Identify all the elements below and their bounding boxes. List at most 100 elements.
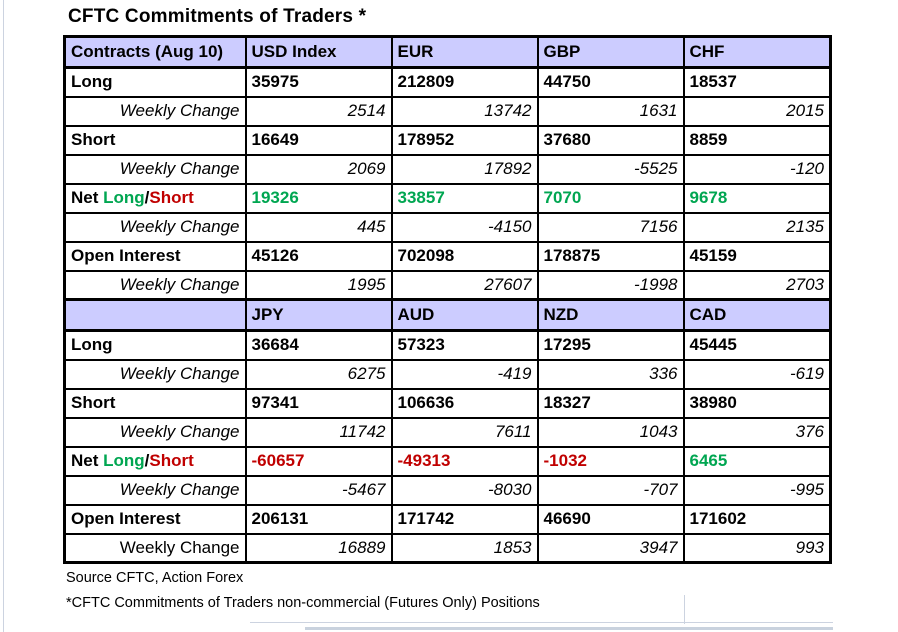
- row-label-weekly-change: Weekly Change: [63, 358, 247, 390]
- value-cell: 97341: [244, 387, 393, 419]
- slash-text: /: [144, 188, 150, 207]
- value-cell: 1995: [244, 269, 393, 301]
- row-label: Long: [63, 329, 247, 361]
- spreadsheet-gridline-horizontal: [250, 622, 833, 623]
- table-row: Short 97341 106636 18327 38980: [63, 387, 832, 419]
- table-header-row-majors: Contracts (Aug 10) USD Index EUR GBP CHF: [63, 35, 832, 69]
- row-label-weekly-change: Weekly Change: [63, 153, 247, 185]
- table-row: Long 35975 212809 44750 18537: [63, 66, 832, 98]
- value-cell: 7070: [536, 182, 685, 214]
- value-cell: 702098: [390, 240, 539, 272]
- value-cell: 2069: [244, 153, 393, 185]
- row-label: Long: [63, 66, 247, 98]
- value-cell: -4150: [390, 211, 539, 243]
- header-cell-aud: AUD: [390, 298, 539, 332]
- value-cell: 35975: [244, 66, 393, 98]
- value-cell: 106636: [390, 387, 539, 419]
- value-cell: 27607: [390, 269, 539, 301]
- value-cell: 45126: [244, 240, 393, 272]
- spreadsheet-gridline-horizontal-2: [305, 627, 833, 630]
- header-cell-jpy: JPY: [244, 298, 393, 332]
- slash-text: /: [144, 451, 150, 470]
- value-cell: 171742: [390, 503, 539, 535]
- value-cell: 1631: [536, 95, 685, 127]
- value-cell: 2514: [244, 95, 393, 127]
- value-cell: 38980: [682, 387, 832, 419]
- value-cell: 36684: [244, 329, 393, 361]
- value-cell: 171602: [682, 503, 832, 535]
- value-cell: 19326: [244, 182, 393, 214]
- value-cell: 6275: [244, 358, 393, 390]
- spreadsheet-gridline-vertical: [684, 595, 685, 624]
- value-cell: 206131: [244, 503, 393, 535]
- long-text: Long: [103, 188, 145, 207]
- value-cell: 11742: [244, 416, 393, 448]
- value-cell: -1998: [536, 269, 685, 301]
- row-label-weekly-change: Weekly Change: [63, 95, 247, 127]
- value-cell: -619: [682, 358, 832, 390]
- value-cell: 46690: [536, 503, 685, 535]
- row-label-weekly-change: Weekly Change: [63, 532, 247, 564]
- table-row: Short 16649 178952 37680 8859: [63, 124, 832, 156]
- short-text: Short: [149, 451, 194, 470]
- table-row: Weekly Change 6275 -419 336 -619: [63, 358, 832, 390]
- value-cell: -419: [390, 358, 539, 390]
- value-cell: -8030: [390, 474, 539, 506]
- value-cell: 1043: [536, 416, 685, 448]
- footnote-text: *CFTC Commitments of Traders non-commerc…: [66, 595, 540, 611]
- value-cell: 16889: [244, 532, 393, 564]
- value-cell: 37680: [536, 124, 685, 156]
- row-label: Short: [63, 124, 247, 156]
- value-cell: -5525: [536, 153, 685, 185]
- value-cell: 1853: [390, 532, 539, 564]
- row-label-net-long-short: Net Long/Short: [63, 182, 247, 214]
- value-cell: 17892: [390, 153, 539, 185]
- table-header-row-others: JPY AUD NZD CAD: [63, 298, 832, 332]
- table-row: Open Interest 206131 171742 46690 171602: [63, 503, 832, 535]
- row-label-weekly-change: Weekly Change: [63, 211, 247, 243]
- value-cell: -60657: [244, 445, 393, 477]
- header-cell-gbp: GBP: [536, 35, 685, 69]
- value-cell: 2135: [682, 211, 832, 243]
- value-cell: 33857: [390, 182, 539, 214]
- header-cell-contracts: Contracts (Aug 10): [63, 35, 247, 69]
- header-cell-usd-index: USD Index: [244, 35, 393, 69]
- value-cell: 2703: [682, 269, 832, 301]
- value-cell: -1032: [536, 445, 685, 477]
- table-row: Weekly Change 1995 27607 -1998 2703: [63, 269, 832, 301]
- value-cell: 7156: [536, 211, 685, 243]
- value-cell: -707: [536, 474, 685, 506]
- row-label: Open Interest: [63, 240, 247, 272]
- source-text: Source CFTC, Action Forex: [66, 570, 244, 586]
- value-cell: 45159: [682, 240, 832, 272]
- value-cell: 3947: [536, 532, 685, 564]
- table-row: Weekly Change 11742 7611 1043 376: [63, 416, 832, 448]
- value-cell: 178952: [390, 124, 539, 156]
- row-label-weekly-change: Weekly Change: [63, 269, 247, 301]
- value-cell: 16649: [244, 124, 393, 156]
- spreadsheet-gridline-left: [3, 0, 4, 632]
- table-row: Net Long/Short 19326 33857 7070 9678: [63, 182, 832, 214]
- value-cell: 44750: [536, 66, 685, 98]
- value-cell: 212809: [390, 66, 539, 98]
- page-title: CFTC Commitments of Traders *: [68, 6, 367, 27]
- table-row: Net Long/Short -60657 -49313 -1032 6465: [63, 445, 832, 477]
- row-label: Open Interest: [63, 503, 247, 535]
- value-cell: 445: [244, 211, 393, 243]
- table-row: Weekly Change 445 -4150 7156 2135: [63, 211, 832, 243]
- value-cell: -120: [682, 153, 832, 185]
- short-text: Short: [149, 188, 194, 207]
- header-cell-chf: CHF: [682, 35, 832, 69]
- value-cell: 17295: [536, 329, 685, 361]
- table-row: Weekly Change 16889 1853 3947 993: [63, 532, 832, 564]
- row-label-net-long-short: Net Long/Short: [63, 445, 247, 477]
- header-cell-nzd: NZD: [536, 298, 685, 332]
- cot-table: Contracts (Aug 10) USD Index EUR GBP CHF…: [63, 35, 832, 564]
- value-cell: 8859: [682, 124, 832, 156]
- value-cell: 9678: [682, 182, 832, 214]
- table-row: Long 36684 57323 17295 45445: [63, 329, 832, 361]
- value-cell: 45445: [682, 329, 832, 361]
- row-label: Short: [63, 387, 247, 419]
- value-cell: 6465: [682, 445, 832, 477]
